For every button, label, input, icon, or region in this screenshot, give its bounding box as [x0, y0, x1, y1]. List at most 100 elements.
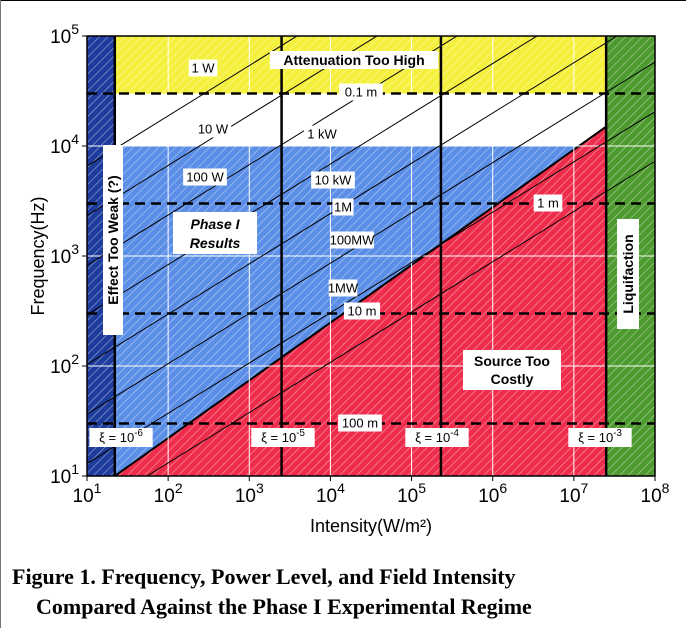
power-label-box — [188, 59, 218, 77]
power-label-box — [194, 120, 232, 138]
y-tick-base: 10 — [50, 357, 71, 378]
x-tick-exponent: 8 — [662, 480, 670, 496]
figure-caption-line2: Compared Against the Phase I Experimenta… — [36, 594, 532, 619]
x-tick-label: 104 — [316, 480, 345, 507]
power-label: 1 W — [188, 59, 218, 77]
power-label: 1M — [332, 198, 354, 216]
xi-label-exponent: -4 — [450, 428, 459, 439]
xi-label: ξ = 10-6 — [89, 428, 153, 447]
iso-power-line — [87, 36, 618, 366]
wavelength-label-text: 10 m — [348, 304, 377, 319]
xi-label: ξ = 10-3 — [568, 428, 632, 447]
label-source-too-costly: Source Too Costly — [463, 350, 561, 390]
xi-label-exponent: -3 — [613, 428, 622, 439]
costly-boundary-line — [114, 125, 607, 477]
y-tick-base: 10 — [50, 27, 71, 48]
power-label-box — [311, 171, 355, 189]
power-label-text: 10 kW — [315, 173, 353, 188]
xi-label: ξ = 10-5 — [251, 428, 315, 447]
wavelength-label: 10 m — [343, 302, 381, 320]
label-phase-i-results-box — [173, 212, 257, 254]
power-label: 1MW — [328, 279, 359, 297]
x-tick-exponent: 1 — [94, 480, 102, 496]
power-label: 10 kW — [311, 171, 355, 189]
xi-label-box — [568, 428, 632, 447]
label-attenuation-too-high-text: Attenuation Too High — [283, 52, 424, 68]
label-liquifaction-box — [617, 219, 639, 329]
x-tick-base: 10 — [316, 486, 337, 507]
label-attenuation-too-high-box — [269, 51, 439, 69]
power-label: 1 kW — [303, 125, 341, 143]
xi-label-text: ξ = 10-6 — [99, 428, 143, 445]
y-axis-title: Frequency(Hz) — [28, 196, 48, 315]
power-label-box — [303, 125, 341, 143]
y-tick-exponent: 4 — [71, 131, 79, 147]
xi-label-box — [89, 428, 153, 447]
iso-power-line — [87, 61, 655, 415]
label-liquifaction-text: Liquifaction — [620, 234, 636, 313]
y-tick-label: 101 — [50, 461, 79, 488]
power-label-box — [330, 231, 374, 249]
power-label: 100MW — [330, 231, 376, 249]
left-rule — [0, 0, 1, 628]
x-tick-label: 105 — [397, 480, 426, 507]
power-label-text: 100MW — [330, 233, 376, 248]
label-liquifaction: Liquifaction — [617, 219, 639, 329]
xi-label-exponent: -5 — [296, 428, 305, 439]
y-tick-base: 10 — [50, 137, 71, 158]
power-label-text: 1M — [334, 200, 352, 215]
x-tick-base: 10 — [235, 486, 256, 507]
power-label-box — [183, 168, 227, 186]
xi-label-base: ξ = 10 — [415, 430, 450, 445]
iso-power-line — [87, 111, 655, 465]
figure-caption-line1: Figure 1. Frequency, Power Level, and Fi… — [12, 564, 516, 589]
frequency-intensity-chart: 1 W 10 W 100 W 1 kW 10 kW 1M 100MW 1MW 0.1 m 1 m 1… — [28, 21, 670, 536]
label-phase-i-line1: Phase I — [190, 216, 240, 232]
label-effect-too-weak-text: Effect Too Weak (?) — [105, 175, 121, 304]
xi-label-text: ξ = 10-5 — [261, 428, 305, 445]
wavelength-label-box — [339, 83, 383, 101]
x-tick-exponent: 6 — [499, 480, 507, 496]
label-source-too-costly-box — [463, 350, 561, 390]
x-tick-exponent: 5 — [418, 480, 426, 496]
power-label-text: 1MW — [328, 281, 359, 296]
wavelength-label: 0.1 m — [339, 83, 383, 101]
x-tick-label: 108 — [641, 480, 670, 507]
x-tick-label: 107 — [559, 480, 588, 507]
x-tick-label: 103 — [235, 480, 264, 507]
xi-label-base: ξ = 10 — [578, 430, 613, 445]
label-effect-too-weak-box — [103, 145, 123, 335]
x-tick-exponent: 3 — [256, 480, 264, 496]
x-tick-exponent: 7 — [581, 480, 589, 496]
x-tick-base: 10 — [641, 486, 662, 507]
xi-label-box — [251, 428, 315, 447]
x-tick-base: 10 — [154, 486, 175, 507]
power-label-text: 100 W — [186, 170, 224, 185]
y-tick-exponent: 3 — [71, 241, 79, 257]
wavelength-label-box — [338, 414, 382, 432]
label-source-line1: Source Too — [474, 353, 550, 369]
x-tick-exponent: 2 — [175, 480, 183, 496]
label-phase-i-results: Phase I Results — [173, 212, 257, 254]
xi-label: ξ = 10-4 — [405, 428, 469, 447]
y-tick-label: 102 — [50, 351, 79, 378]
wavelength-label-box — [343, 302, 381, 320]
top-rule — [0, 0, 686, 1]
label-attenuation-too-high: Attenuation Too High — [269, 51, 439, 69]
power-label-text: 1 W — [191, 61, 215, 76]
y-tick-label: 103 — [50, 241, 79, 268]
power-label: 10 W — [194, 120, 232, 138]
y-tick-exponent: 2 — [71, 351, 79, 367]
label-effect-too-weak: Effect Too Weak (?) — [103, 145, 123, 335]
power-label-text: 1 kW — [307, 127, 337, 142]
power-label-text: 10 W — [198, 122, 229, 137]
y-tick-base: 10 — [50, 467, 71, 488]
wavelength-label-text: 1 m — [537, 196, 559, 211]
power-label-box — [332, 198, 354, 216]
wavelength-label-text: 100 m — [342, 416, 378, 431]
xi-label-exponent: -6 — [134, 428, 143, 439]
xi-label-text: ξ = 10-4 — [415, 428, 459, 445]
wavelength-label-box — [533, 194, 563, 212]
wavelength-label-text: 0.1 m — [345, 85, 378, 100]
x-tick-label: 102 — [154, 480, 183, 507]
